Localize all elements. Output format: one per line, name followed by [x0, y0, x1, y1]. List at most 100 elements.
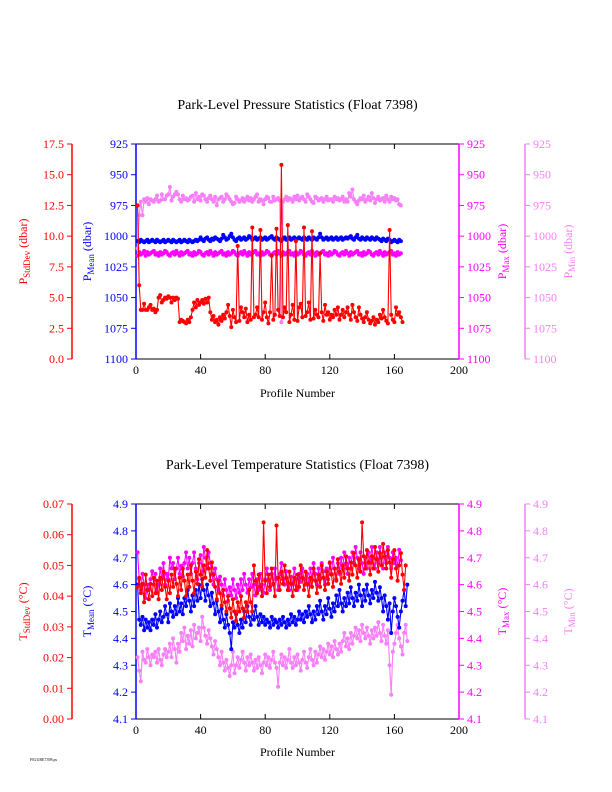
data-point-std — [232, 609, 237, 614]
data-point-max — [234, 596, 239, 601]
data-point-std — [297, 584, 302, 589]
y-tick-label-min: 1075 — [533, 321, 557, 335]
data-point-std — [240, 606, 245, 611]
data-point-max — [377, 545, 382, 549]
data-point-std — [293, 239, 298, 244]
data-point-min — [208, 193, 213, 198]
data-point-mean — [339, 601, 344, 606]
data-point-min — [285, 657, 290, 662]
data-point-min — [138, 199, 143, 204]
data-point-min — [326, 641, 331, 646]
data-point-std — [137, 575, 142, 580]
data-point-std — [227, 606, 232, 611]
y-tick-label-std: 0.06 — [43, 528, 64, 542]
data-point-std — [371, 566, 376, 571]
data-point-min — [143, 199, 148, 204]
data-point-std — [340, 563, 345, 568]
data-point-std — [400, 320, 405, 325]
data-point-min — [269, 199, 274, 204]
data-point-min — [192, 199, 197, 204]
data-point-std — [235, 244, 240, 248]
data-point-max — [381, 253, 386, 258]
data-point-min — [366, 194, 371, 199]
data-point-std — [263, 300, 268, 305]
data-point-min — [260, 198, 264, 203]
data-point-std — [331, 315, 335, 320]
data-point-std — [374, 557, 379, 562]
data-point-mean — [166, 620, 171, 625]
data-point-min — [251, 668, 256, 673]
data-point-mean — [216, 609, 221, 614]
data-point-std — [177, 575, 182, 580]
data-point-mean — [305, 614, 310, 619]
data-point-min — [146, 655, 151, 660]
data-point-mean — [400, 598, 405, 603]
y-axis-label-min: TMin (°C) — [561, 588, 577, 634]
data-point-mean — [138, 622, 143, 627]
data-point-mean — [394, 604, 398, 609]
data-point-min — [200, 614, 205, 619]
data-point-mean — [188, 609, 193, 614]
data-point-std — [376, 320, 381, 325]
data-point-std — [271, 317, 276, 322]
data-point-std — [176, 296, 180, 301]
data-point-mean — [137, 617, 142, 622]
data-point-std — [193, 569, 198, 574]
data-point-std — [290, 594, 295, 599]
data-point-std — [258, 228, 263, 232]
data-point-min — [279, 320, 284, 325]
data-point-min — [135, 655, 140, 660]
data-point-std — [200, 298, 205, 302]
data-point-mean — [350, 596, 355, 601]
data-point-mean — [395, 614, 400, 619]
data-point-min — [255, 192, 260, 197]
data-point-mean — [177, 609, 182, 614]
y-axis-label-std: TStdDev (°C) — [16, 582, 32, 640]
data-point-min — [360, 622, 365, 627]
data-point-max — [164, 571, 169, 576]
data-point-min — [284, 194, 289, 199]
data-point-min — [305, 665, 310, 670]
data-point-std — [403, 563, 408, 568]
data-point-std — [363, 566, 368, 571]
data-point-std — [201, 563, 206, 568]
data-point-std — [285, 588, 290, 592]
data-point-std — [290, 302, 295, 307]
data-point-std — [347, 312, 352, 317]
data-point-mean — [311, 609, 316, 614]
data-point-min — [384, 641, 389, 646]
y-tick-label-min: 4.1 — [533, 712, 548, 726]
data-point-std — [277, 314, 282, 318]
data-point-std — [397, 310, 402, 315]
data-point-std — [201, 301, 206, 306]
data-point-min — [158, 657, 163, 662]
data-point-mean — [405, 582, 410, 587]
data-point-std — [268, 584, 272, 589]
data-point-std — [319, 310, 324, 315]
data-point-min — [211, 199, 216, 204]
data-point-mean — [219, 606, 224, 611]
data-point-mean — [352, 604, 356, 609]
data-point-std — [185, 572, 190, 577]
data-point-std — [158, 575, 163, 580]
data-point-min — [402, 631, 407, 635]
data-point-min — [403, 622, 408, 627]
data-point-min — [153, 197, 158, 202]
data-point-std — [313, 578, 318, 583]
y-tick-label-max: 4.3 — [467, 658, 482, 672]
data-point-mean — [171, 614, 176, 619]
data-point-min — [392, 641, 397, 646]
data-point-std — [356, 557, 361, 562]
data-point-min — [261, 660, 266, 665]
data-point-mean — [300, 612, 305, 617]
data-point-std — [206, 295, 211, 300]
data-point-std — [176, 594, 180, 599]
data-point-std — [156, 597, 161, 602]
y-tick-label-mean: 1025 — [104, 260, 128, 274]
y-axis-label-mean: TMean (°C) — [80, 586, 96, 638]
data-point-std — [398, 315, 403, 320]
data-point-std — [247, 588, 252, 592]
data-point-std — [327, 317, 332, 322]
data-point-max — [342, 252, 347, 257]
data-point-std — [284, 575, 289, 580]
